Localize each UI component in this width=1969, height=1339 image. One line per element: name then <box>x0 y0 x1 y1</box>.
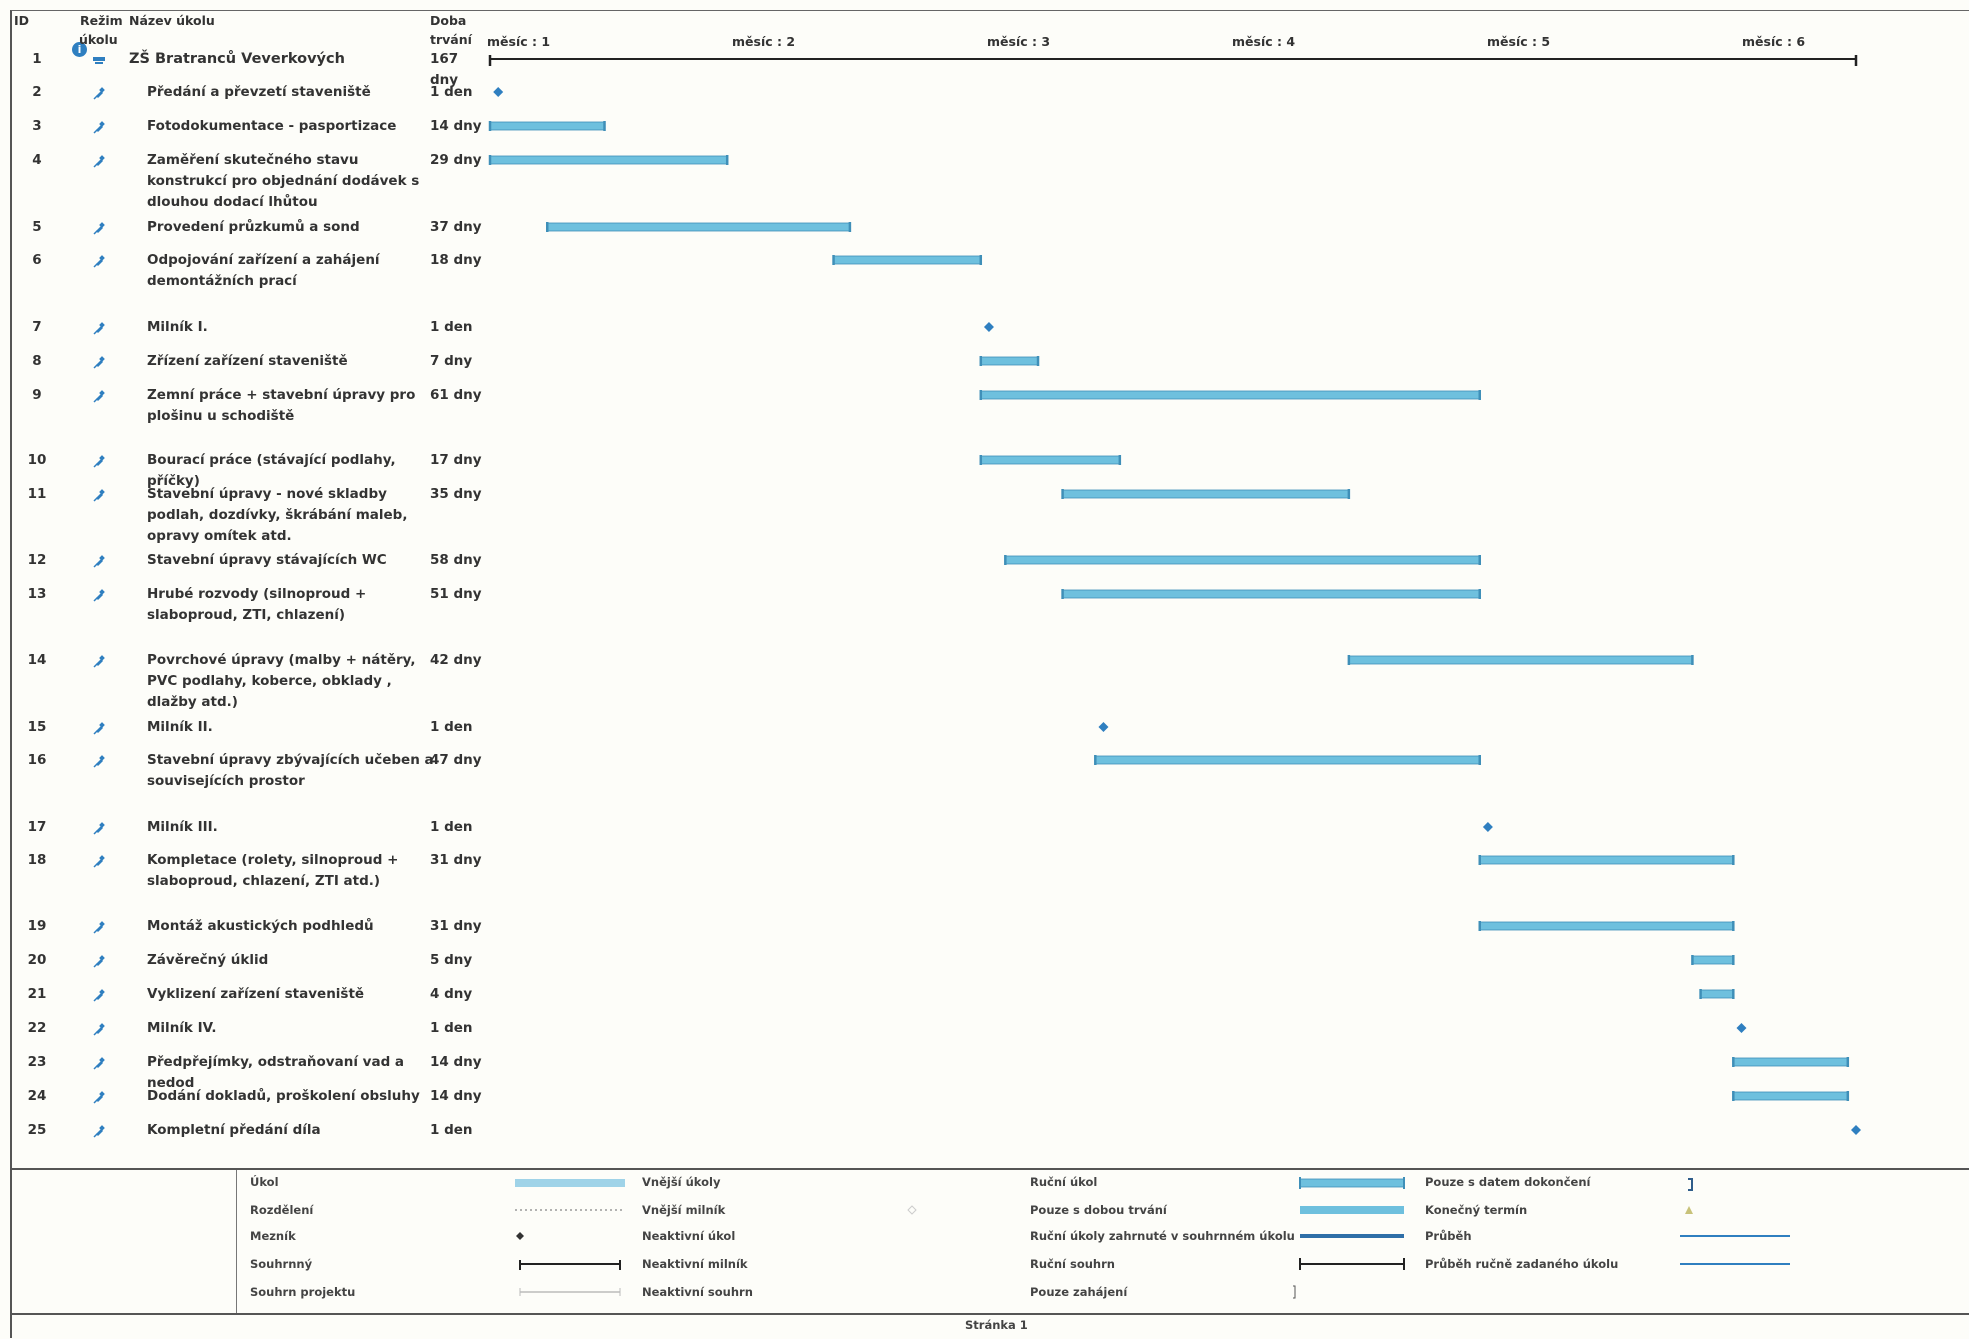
page-number: Stránka 1 <box>965 1318 1028 1332</box>
task-bar[interactable] <box>1692 955 1733 965</box>
legend-label: Souhrnný <box>250 1257 312 1271</box>
legend-label: Průběh <box>1425 1229 1472 1243</box>
milestone-marker[interactable] <box>493 87 503 97</box>
milestone-marker[interactable] <box>1098 722 1108 732</box>
task-bar[interactable] <box>1095 755 1479 765</box>
task-bar[interactable] <box>490 121 605 131</box>
task-bar[interactable] <box>1480 921 1734 931</box>
legend-label: Úkol <box>250 1175 279 1189</box>
legend-label: Neaktivní milník <box>642 1257 748 1271</box>
legend-label: Ruční souhrn <box>1030 1257 1115 1271</box>
task-bar[interactable] <box>1063 589 1480 599</box>
task-bar[interactable] <box>981 390 1480 400</box>
task-bar[interactable] <box>1349 655 1693 665</box>
milestone-marker[interactable] <box>1736 1023 1746 1033</box>
task-bar[interactable] <box>1480 855 1734 865</box>
legend-label: Souhrn projektu <box>250 1285 355 1299</box>
task-bar[interactable] <box>1701 989 1734 999</box>
legend-label: Vnější úkoly <box>642 1175 720 1189</box>
task-bar[interactable] <box>981 356 1038 366</box>
task-bar[interactable] <box>1005 555 1479 565</box>
task-bar[interactable] <box>1063 489 1349 499</box>
task-bar[interactable] <box>547 222 850 232</box>
task-bar[interactable] <box>1733 1091 1848 1101</box>
legend-label: Neaktivní souhrn <box>642 1285 753 1299</box>
legend: Úkol Rozdělení Mezník Souhrnný Souhrn projek… <box>10 1168 1969 1315</box>
page-footer: Stránka 1 <box>10 1313 1969 1339</box>
milestone-marker[interactable] <box>984 322 994 332</box>
legend-label: Vnější milník <box>642 1203 725 1217</box>
legend-label: Mezník <box>250 1229 296 1243</box>
legend-label: Pouze s dobou trvání <box>1030 1203 1167 1217</box>
legend-label: Neaktivní úkol <box>642 1229 735 1243</box>
legend-label: Ruční úkoly zahrnuté v souhrnném úkolu <box>1030 1229 1295 1243</box>
summary-bar[interactable] <box>490 55 1856 66</box>
task-bar[interactable] <box>1733 1057 1848 1067</box>
milestone-marker[interactable] <box>1483 822 1493 832</box>
legend-label: Konečný termín <box>1425 1203 1527 1217</box>
gantt-sheet: ID Režim i úkolu Název úkolu Doba trvání… <box>10 10 1969 1338</box>
milestone-marker[interactable] <box>1851 1125 1861 1135</box>
legend-label: Pouze s datem dokončení <box>1425 1175 1590 1189</box>
task-bar[interactable] <box>834 255 981 265</box>
legend-label: Rozdělení <box>250 1203 313 1217</box>
task-bar[interactable] <box>490 155 727 165</box>
task-bar[interactable] <box>981 455 1120 465</box>
gantt-chart <box>12 11 1969 1171</box>
legend-label: Ruční úkol <box>1030 1175 1097 1189</box>
legend-label: Průběh ručně zadaného úkolu <box>1425 1257 1618 1271</box>
legend-label: Pouze zahájení <box>1030 1285 1127 1299</box>
